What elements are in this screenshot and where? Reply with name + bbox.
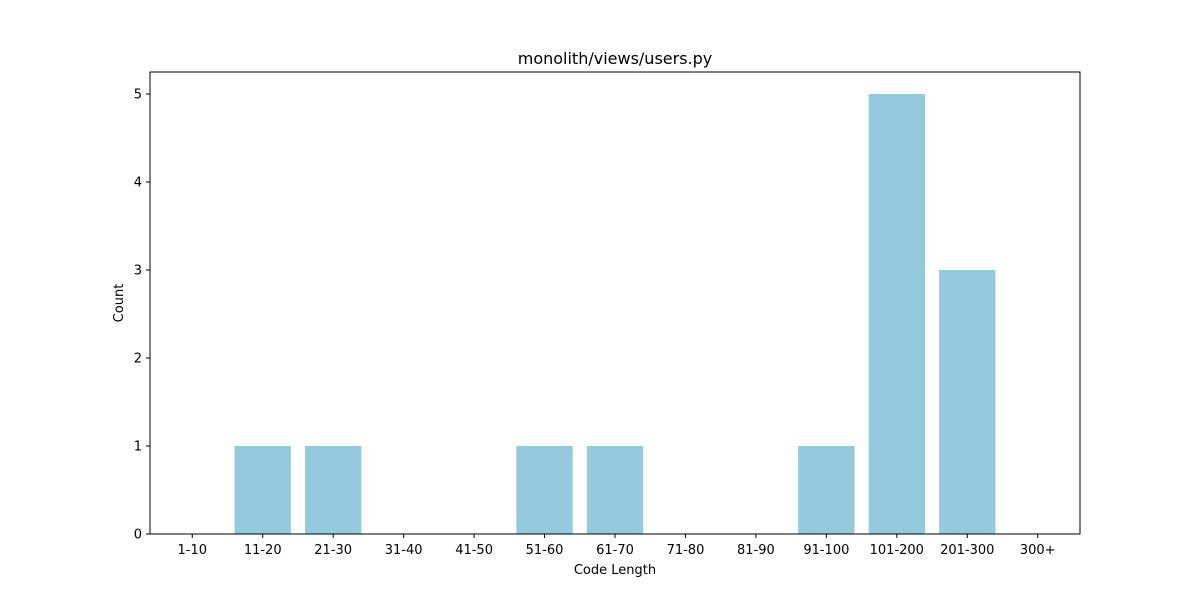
x-tick-label: 21-30: [314, 543, 352, 558]
x-axis-label: Code Length: [574, 563, 656, 578]
x-tick-label: 101-200: [870, 543, 924, 558]
x-tick-label: 61-70: [596, 543, 634, 558]
chart-title: monolith/views/users.py: [518, 49, 713, 68]
x-tick-label: 71-80: [667, 543, 705, 558]
bars-group: [234, 94, 996, 534]
x-tick-label: 51-60: [526, 543, 564, 558]
x-tick-label: 31-40: [385, 543, 423, 558]
y-axis-label: Count: [112, 284, 127, 323]
y-tick-label: 2: [134, 352, 142, 367]
bar-91-100: [798, 446, 855, 534]
bar-21-30: [305, 446, 362, 534]
y-tick-label: 5: [134, 88, 142, 103]
x-tick-label: 91-100: [803, 543, 849, 558]
x-tick-label: 1-10: [178, 543, 208, 558]
bar-11-20: [234, 446, 291, 534]
x-tick-label: 300+: [1020, 543, 1056, 558]
y-axis: 0 1 2 3 4 5: [134, 88, 150, 543]
x-tick-label: 201-300: [940, 543, 994, 558]
bar-61-70: [586, 446, 644, 534]
y-tick-label: 3: [134, 264, 142, 279]
x-axis: 1-10 11-20 21-30 31-40 41-50 51-60 61-70 71-80 8…: [178, 534, 1056, 558]
bar-101-200: [868, 94, 925, 534]
x-tick-label: 41-50: [455, 543, 493, 558]
y-tick-label: 4: [134, 176, 142, 191]
y-tick-label: 0: [134, 528, 142, 543]
bar-51-60: [516, 446, 573, 534]
y-tick-label: 1: [134, 440, 142, 455]
x-tick-label: 11-20: [244, 543, 282, 558]
bar-201-300: [939, 270, 996, 534]
x-tick-label: 81-90: [737, 543, 775, 558]
